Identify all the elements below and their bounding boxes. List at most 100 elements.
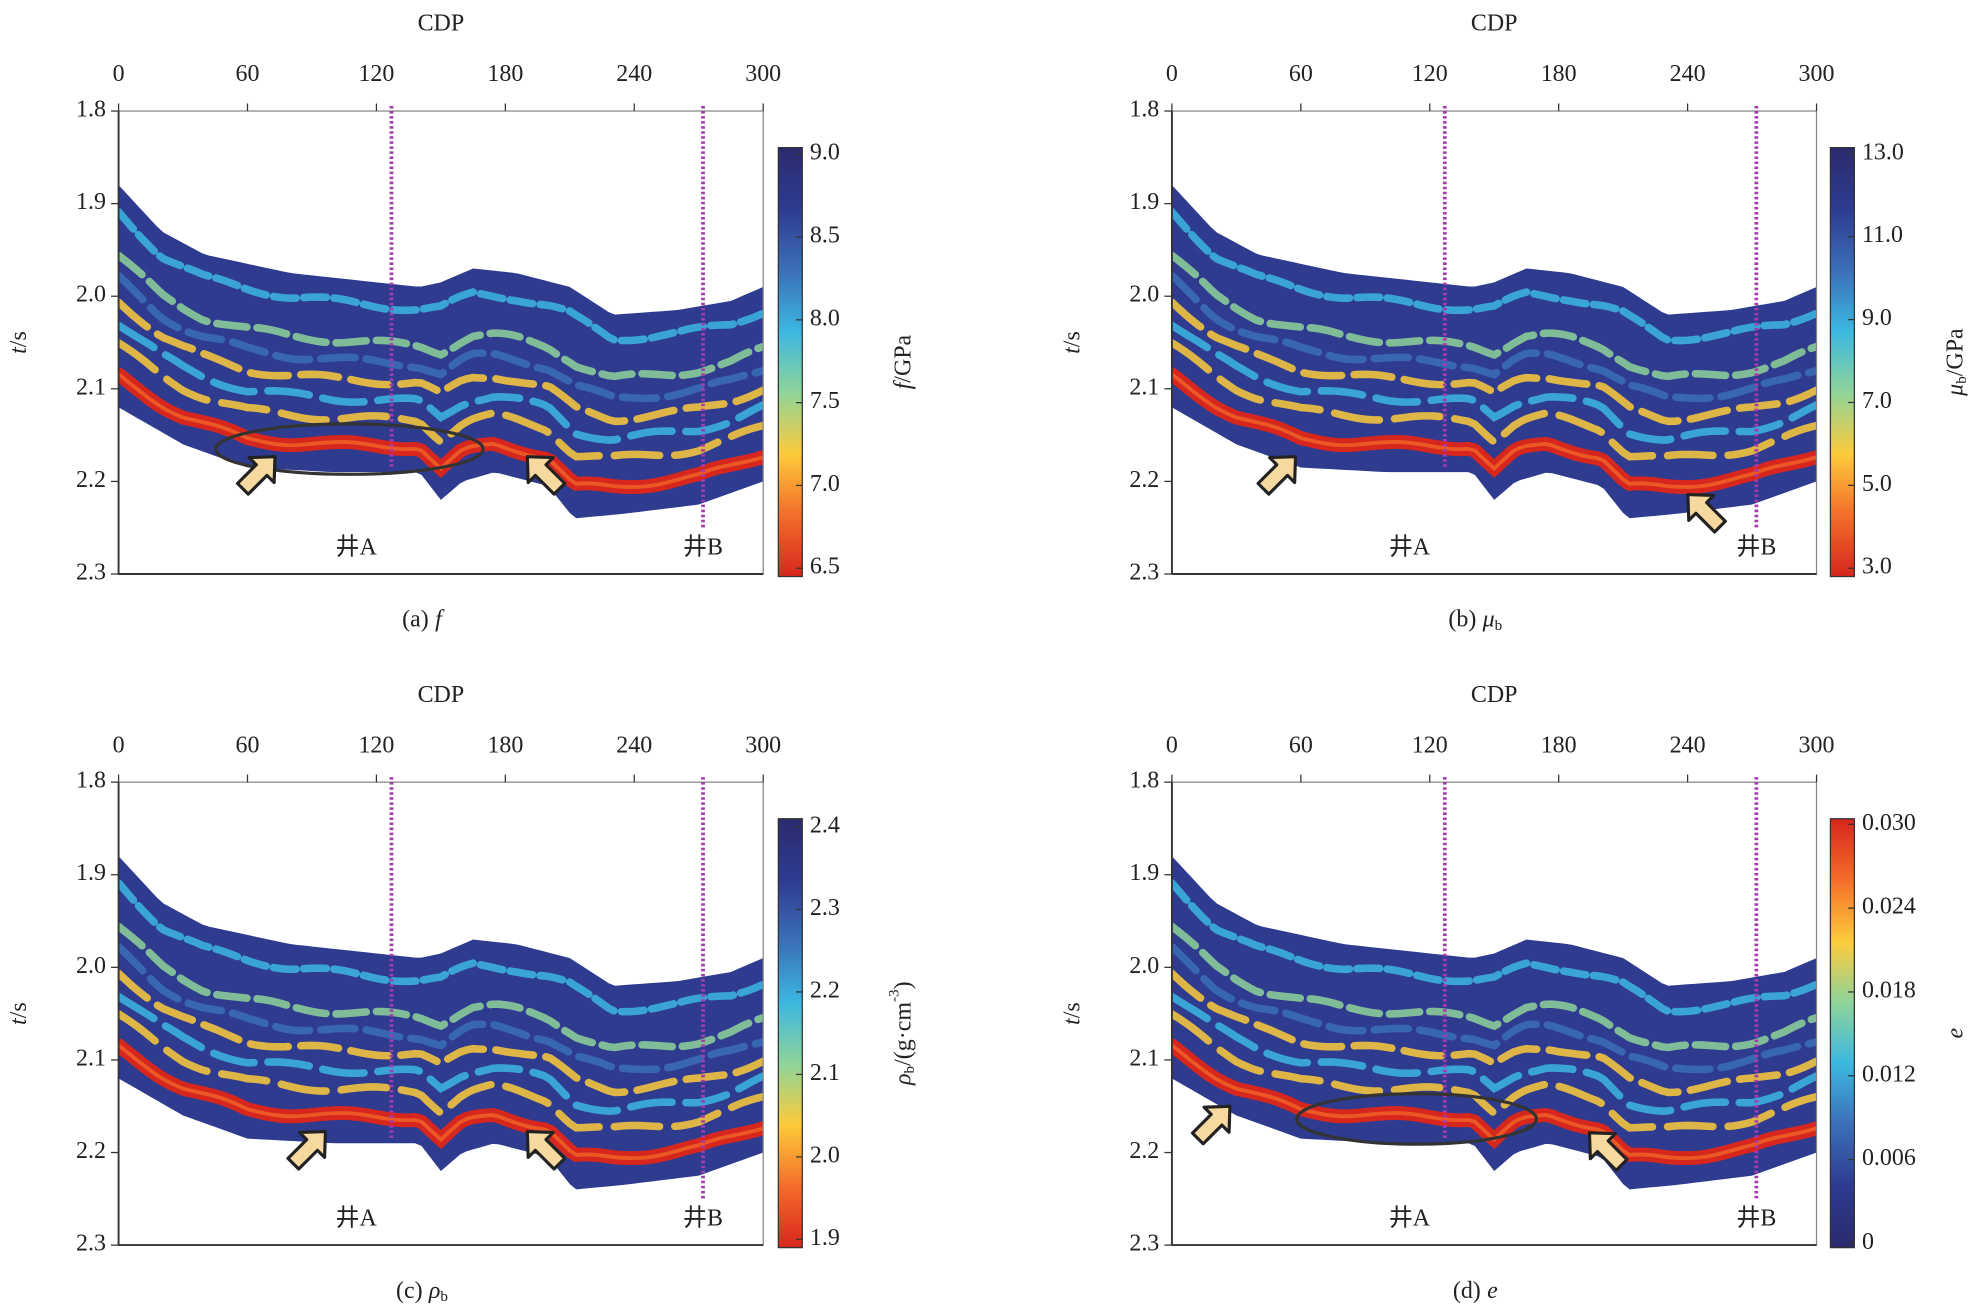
x-tick-label: 180	[487, 732, 523, 758]
y-tick-label: 2.2	[76, 467, 106, 493]
caption: (c)ρb​	[396, 1277, 448, 1305]
colorbar-tick-label: 0.024	[1862, 894, 1916, 920]
symbol: μ	[1482, 606, 1495, 632]
symbol: e	[1487, 1277, 1498, 1303]
x-tick-label: 120	[358, 732, 394, 758]
layer	[1171, 372, 1817, 489]
y-tick-label: 1.9	[76, 860, 106, 886]
colorbar-tick-label: 2.2	[810, 977, 840, 1003]
symbol: ρ	[428, 1277, 441, 1303]
layer	[1171, 298, 1817, 426]
x-tick-label: 180	[487, 61, 523, 87]
x-tick-label: 120	[1412, 732, 1448, 758]
unit: /s	[6, 331, 32, 347]
caption: (b)μb​	[1448, 606, 1502, 634]
y-tick-label: 2.0	[1129, 282, 1159, 308]
x-tick-label: 120	[1412, 61, 1448, 87]
layer	[118, 207, 764, 345]
layer	[118, 233, 764, 365]
colorbar-tick-label: 5.0	[1862, 471, 1892, 497]
y-tick-label: 2.3	[76, 560, 106, 586]
colorbar-tick-label: 0.012	[1862, 1061, 1916, 1087]
layer	[1171, 339, 1817, 461]
layer	[1171, 271, 1817, 403]
colorbar-tick-label: 2.3	[810, 895, 840, 921]
y-tick-label: 1.8	[1129, 97, 1159, 123]
y-tick-label: 2.1	[1129, 374, 1159, 400]
layer	[1171, 879, 1817, 1016]
unit: /(g·cm	[890, 1002, 916, 1066]
colorbar-tick-label: 3.0	[1862, 554, 1892, 580]
x-tick-label: 0	[113, 732, 125, 758]
layer	[118, 339, 764, 461]
layer	[1171, 922, 1817, 1052]
well-label: 井B	[1736, 1204, 1776, 1231]
x-axis-title: CDP	[418, 11, 465, 37]
x-axis-title: CDP	[1471, 682, 1518, 708]
well-label: 井A	[1389, 1204, 1431, 1231]
colorbar	[1829, 818, 1856, 1249]
colorbar-tick-label: 9.0	[1862, 305, 1892, 331]
well-label: 井B	[683, 533, 723, 560]
arrow	[235, 455, 277, 496]
colorbar-tick-label: 1.9	[810, 1225, 840, 1251]
colorbar-tick-label: 7.0	[810, 471, 840, 497]
caption-prefix: (a)	[402, 606, 429, 632]
subscript: b	[1495, 618, 1503, 634]
colorbar-tick-label: 2.4	[810, 812, 840, 838]
section-layers	[1171, 207, 1817, 494]
y-tick-label: 1.9	[1129, 860, 1159, 886]
layer	[1171, 251, 1817, 381]
caption: (d) e	[1453, 1277, 1498, 1303]
y-tick-label: 2.0	[1129, 953, 1159, 979]
x-tick-label: 180	[1541, 61, 1577, 87]
symbol: ρ	[890, 1073, 916, 1086]
layer	[118, 298, 764, 426]
arrow	[525, 455, 567, 496]
colorbar-tick-label: 6.5	[810, 554, 840, 580]
y-tick-label: 2.1	[76, 1045, 106, 1071]
x-axis-title: CDP	[1471, 11, 1518, 37]
colorbar	[777, 146, 803, 578]
x-tick-label: 240	[1670, 732, 1706, 758]
layer	[118, 904, 764, 1037]
y-tick-label: 1.8	[76, 97, 106, 123]
y-tick-label: 2.1	[76, 374, 106, 400]
x-tick-label: 120	[358, 61, 394, 87]
colorbar	[777, 818, 803, 1249]
layer	[118, 1043, 764, 1160]
subscript: b	[1954, 376, 1970, 384]
layer	[1171, 942, 1817, 1074]
y-tick-label: 2.1	[1129, 1045, 1159, 1071]
layer	[118, 879, 764, 1016]
y-tick-label: 1.9	[76, 189, 106, 215]
x-tick-label: 0	[113, 61, 125, 87]
y-tick-label: 2.2	[1129, 1138, 1159, 1164]
section-layers	[118, 879, 764, 1166]
arrow	[1190, 1104, 1232, 1146]
unit: )	[890, 981, 916, 989]
x-tick-label: 300	[1799, 732, 1835, 758]
symbol: t	[1059, 346, 1085, 354]
colorbar-title: e	[1942, 1028, 1968, 1039]
colorbar-tick-label: 0.018	[1862, 977, 1916, 1003]
superscript: -3	[887, 989, 903, 1002]
y-tick-label: 2.0	[76, 953, 106, 979]
layer	[118, 922, 764, 1052]
well-label: 井A	[336, 1204, 378, 1231]
subscript: b	[902, 1066, 918, 1074]
colorbar-tick-label: 7.0	[1862, 388, 1892, 414]
section-layers	[118, 207, 764, 494]
arrow	[1587, 1131, 1629, 1172]
unit: /s	[1059, 1002, 1085, 1018]
layer	[1171, 992, 1817, 1115]
y-axis-title: t/s	[6, 331, 32, 354]
colorbar-tick-label: 8.5	[810, 223, 840, 249]
caption-prefix: (b)	[1448, 606, 1476, 632]
colorbar-tick-label: 0	[1862, 1229, 1874, 1255]
symbol: t	[1059, 1017, 1085, 1025]
colorbar-tick-label: 0.030	[1862, 810, 1916, 836]
layer	[118, 1010, 764, 1132]
caption-prefix: (d)	[1453, 1277, 1481, 1303]
